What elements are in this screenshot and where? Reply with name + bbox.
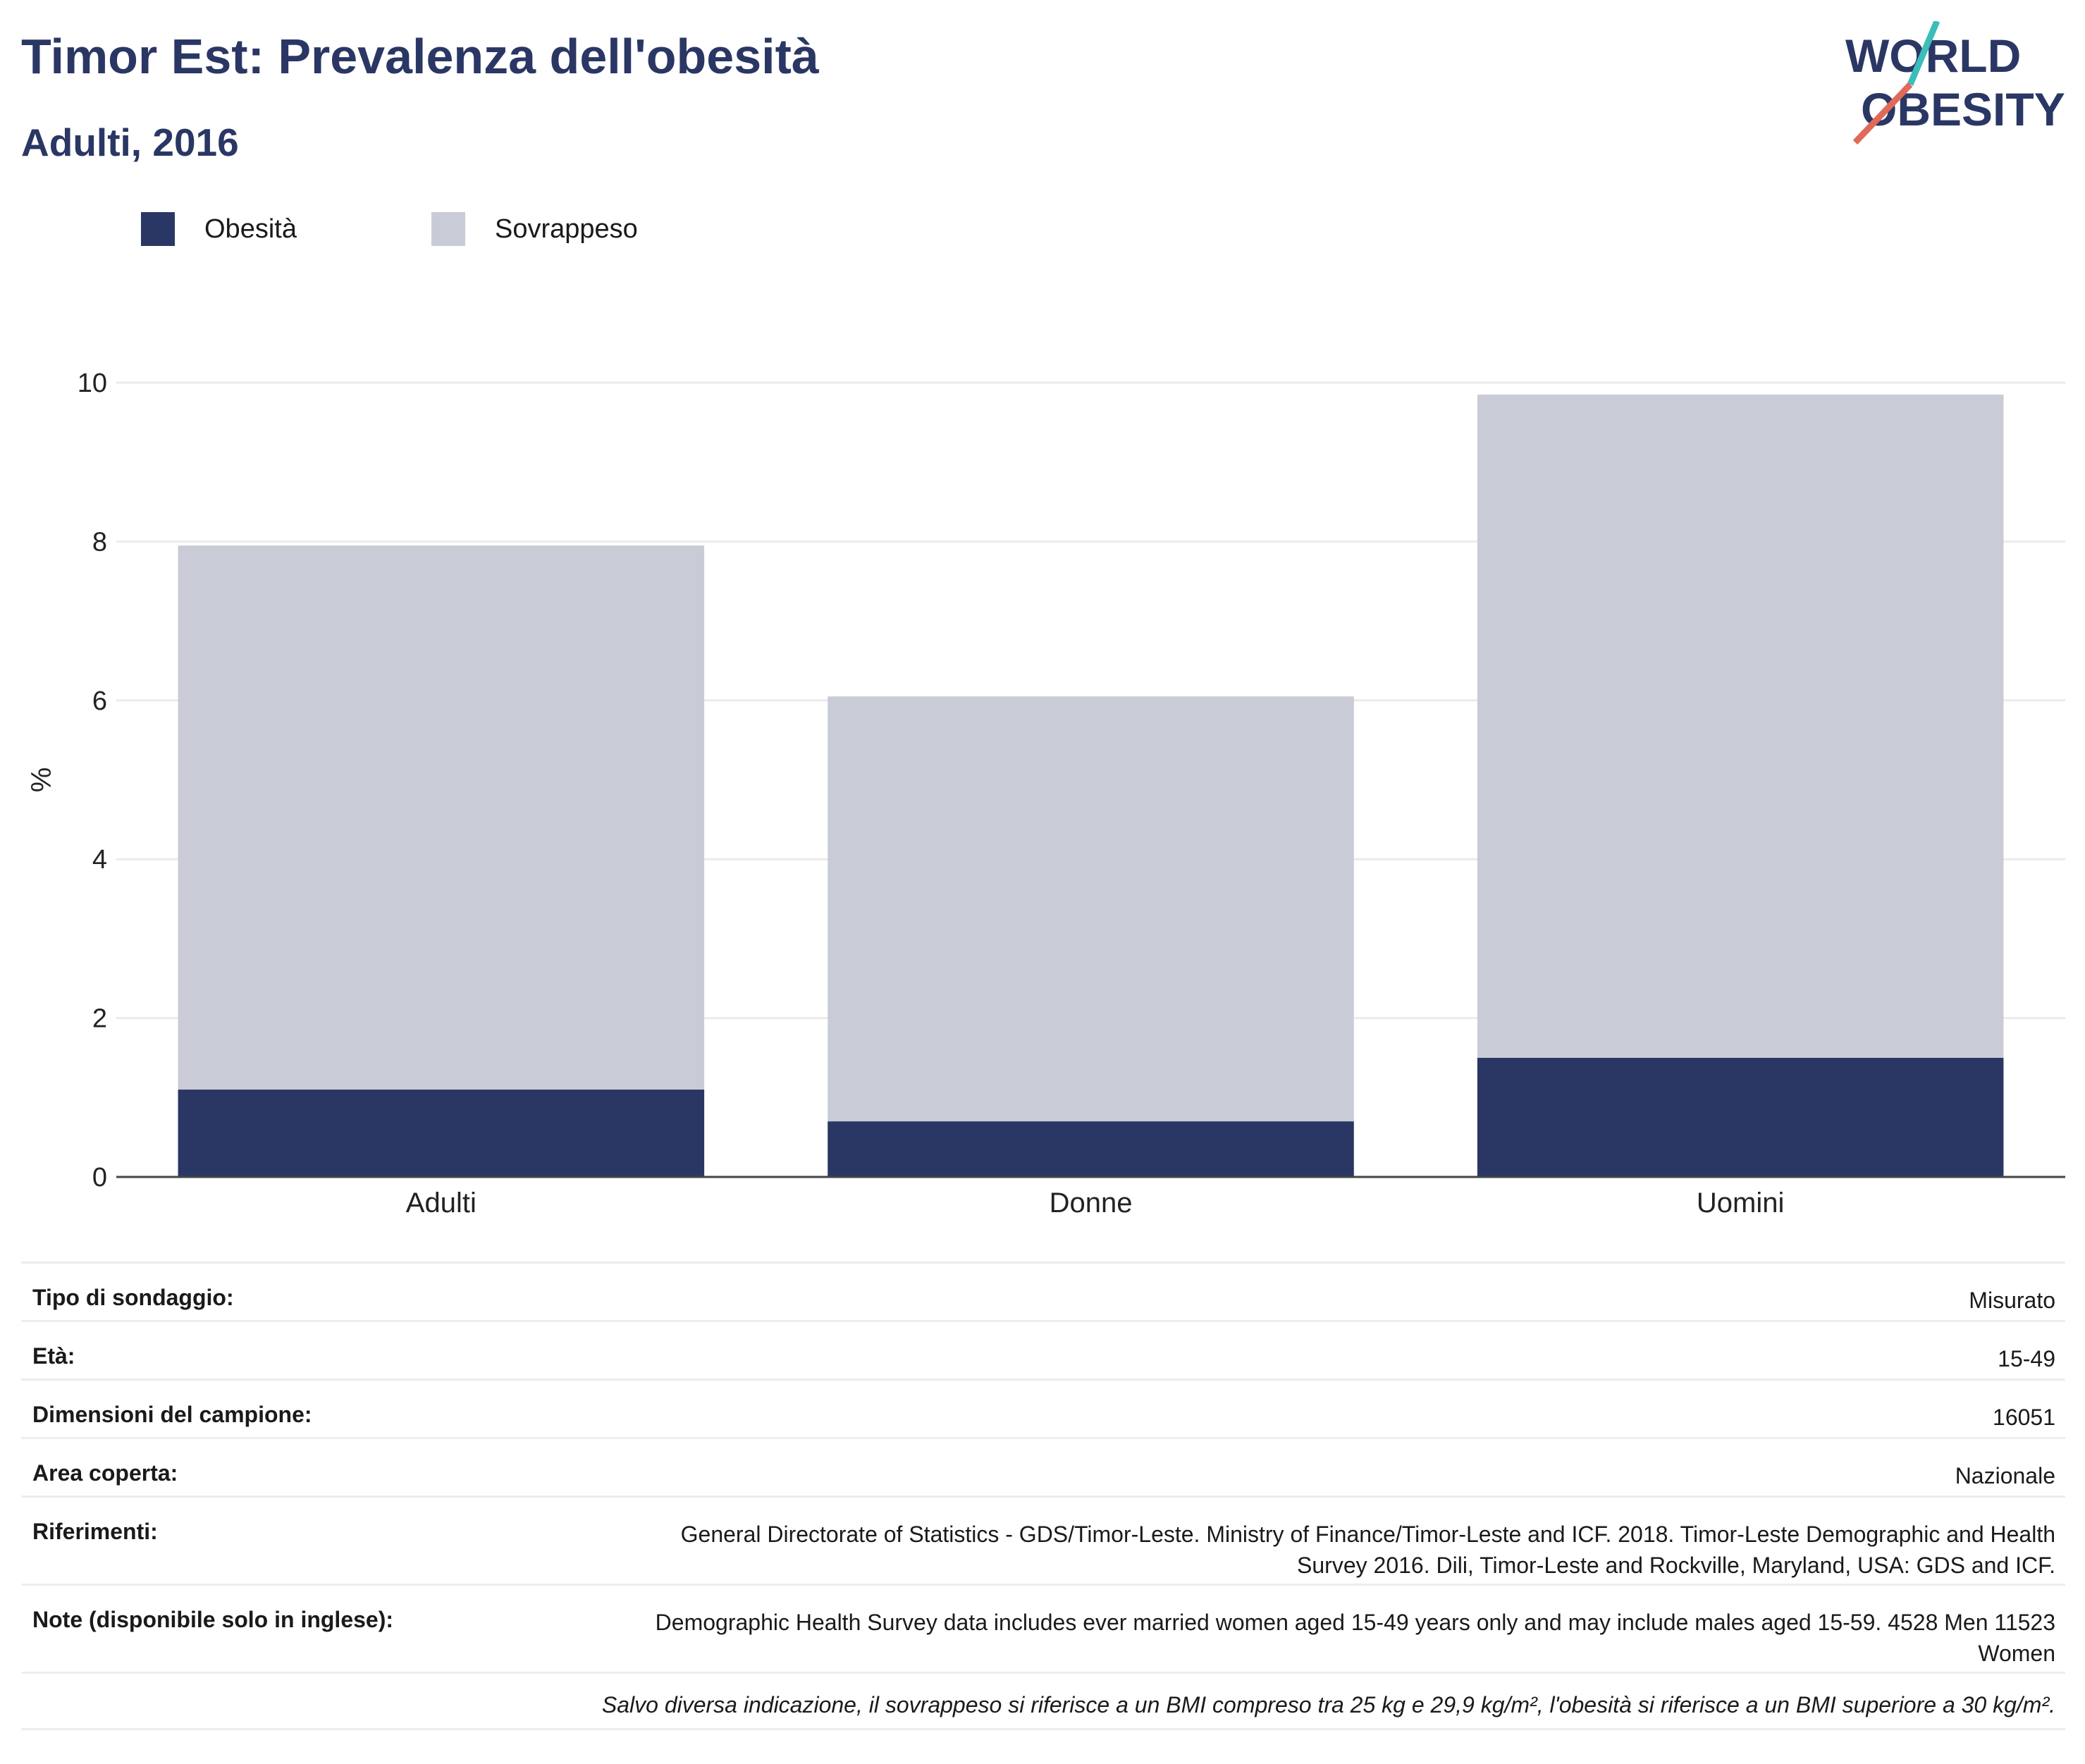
legend-swatch-overweight	[431, 212, 465, 246]
bmi-footnote: Salvo diversa indicazione, il sovrappeso…	[21, 1672, 2065, 1730]
y-axis-label: %	[26, 767, 57, 793]
y-tick-label: 0	[92, 1163, 107, 1192]
info-row-sample-size: Dimensioni del campione: 16051	[21, 1378, 2065, 1437]
info-key: Riferimenti:	[32, 1519, 158, 1544]
y-tick-label: 6	[92, 686, 107, 716]
info-key: Area coperta:	[32, 1460, 178, 1486]
info-row-area: Area coperta: Nazionale	[21, 1437, 2065, 1495]
info-row-age: Età: 15-49	[21, 1320, 2065, 1378]
bar-obesity-uomini	[1477, 1057, 2004, 1177]
y-tick-label: 4	[92, 845, 107, 875]
bar-obesity-adulti	[178, 1090, 705, 1177]
x-tick-label: Adulti	[406, 1188, 476, 1219]
info-key: Tipo di sondaggio:	[32, 1285, 234, 1310]
info-value: Misurato	[1969, 1288, 2055, 1313]
info-value: Demographic Health Survey data includes …	[655, 1610, 2055, 1666]
legend-label-obesity: Obesità	[204, 214, 297, 244]
info-row-survey-type: Tipo di sondaggio: Misurato	[21, 1262, 2065, 1320]
survey-info-table: Tipo di sondaggio: Misurato Età: 15-49 D…	[21, 1262, 2065, 1730]
y-tick-label: 10	[78, 369, 107, 398]
logo-line1: WORLD	[1845, 30, 2021, 82]
info-row-notes: Note (disponibile solo in inglese): Demo…	[21, 1584, 2065, 1672]
info-key: Note (disponibile solo in inglese):	[32, 1607, 394, 1632]
legend-item-overweight[interactable]: Sovrappeso	[431, 208, 638, 250]
info-row-references: Riferimenti: General Directorate of Stat…	[21, 1495, 2065, 1584]
stacked-bar-chart: 0 2 4 6 8 10% Adulti Donne Uomini	[26, 369, 2065, 1219]
y-tick-label: 8	[92, 527, 107, 557]
info-value: General Directorate of Statistics - GDS/…	[680, 1522, 2055, 1578]
info-value: Nazionale	[1955, 1463, 2055, 1488]
world-obesity-logo: WORLD OBESITY	[1845, 21, 2065, 145]
chart-title: Timor Est: Prevalenza dell'obesità	[21, 29, 819, 84]
bar-overweight-uomini	[1477, 394, 2004, 1058]
info-key: Dimensioni del campione:	[32, 1402, 312, 1427]
chart-subtitle: Adulti, 2016	[21, 121, 239, 164]
logo-slash-top	[1907, 21, 1941, 86]
x-tick-label: Donne	[1050, 1188, 1133, 1219]
bar-overweight-donne	[828, 696, 1354, 1122]
legend-item-obesity[interactable]: Obesità	[141, 208, 297, 250]
info-key: Età:	[32, 1343, 75, 1369]
legend-swatch-obesity	[141, 212, 175, 246]
info-value: 15-49	[1998, 1346, 2055, 1371]
logo-slash-bottom	[1852, 82, 1913, 145]
bar-obesity-donne	[828, 1121, 1354, 1177]
y-tick-label: 2	[92, 1004, 107, 1034]
logo-line2: OBESITY	[1861, 83, 2065, 135]
legend-label-overweight: Sovrappeso	[495, 214, 638, 244]
info-value: 16051	[1993, 1405, 2055, 1430]
x-tick-label: Uomini	[1697, 1188, 1784, 1219]
bar-overweight-adulti	[178, 545, 705, 1090]
